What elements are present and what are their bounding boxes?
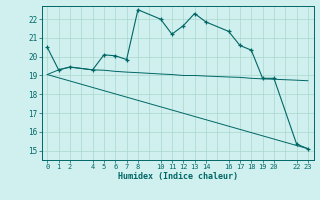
X-axis label: Humidex (Indice chaleur): Humidex (Indice chaleur) xyxy=(118,172,237,181)
